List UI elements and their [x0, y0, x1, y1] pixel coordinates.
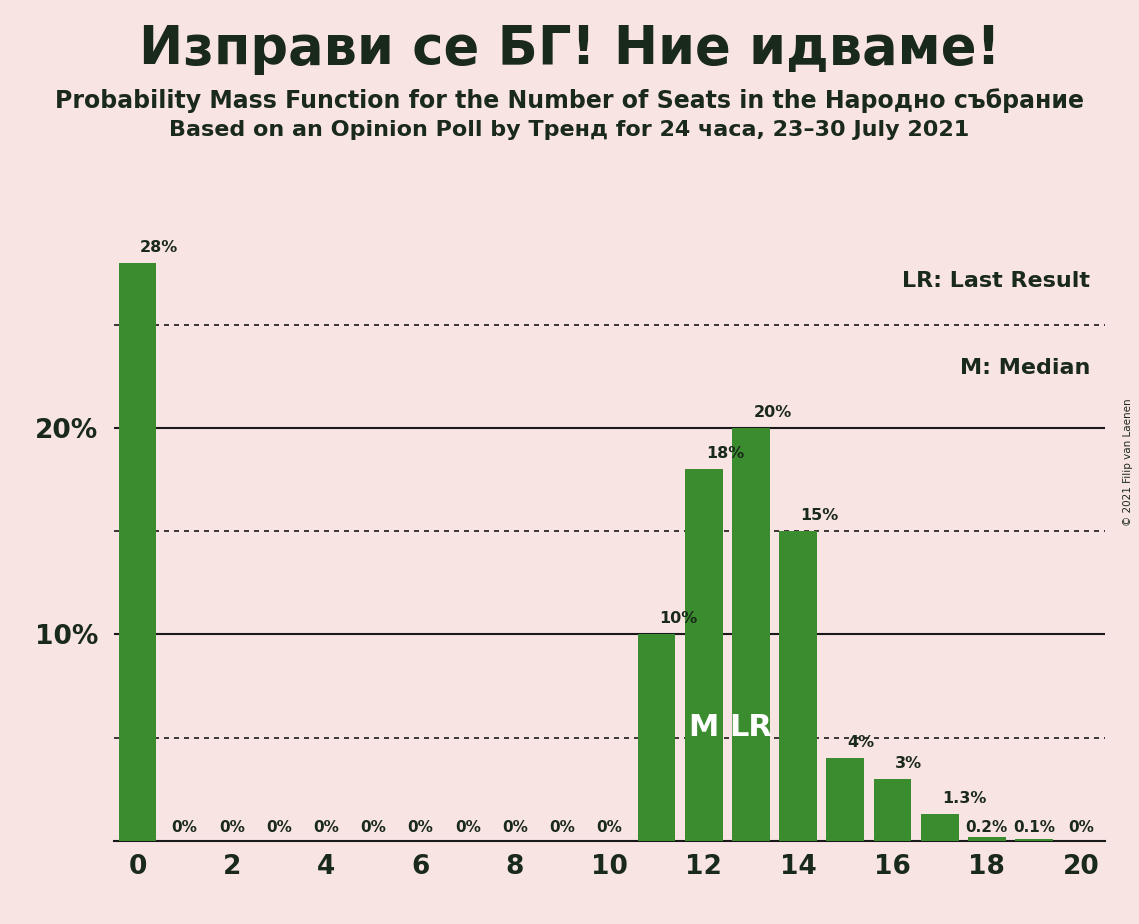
Text: 28%: 28%	[140, 239, 178, 255]
Text: LR: Last Result: LR: Last Result	[902, 272, 1090, 291]
Text: M: M	[689, 712, 719, 742]
Text: 15%: 15%	[801, 508, 838, 523]
Text: 0%: 0%	[267, 820, 292, 834]
Text: 0.2%: 0.2%	[966, 820, 1008, 834]
Text: 0%: 0%	[219, 820, 245, 834]
Text: LR: LR	[729, 712, 772, 742]
Bar	[827, 759, 865, 841]
Text: M: Median: M: Median	[959, 358, 1090, 378]
Text: 18%: 18%	[706, 446, 745, 461]
Bar	[638, 635, 675, 841]
Text: 0%: 0%	[1068, 820, 1095, 834]
Bar	[685, 469, 722, 841]
Text: Probability Mass Function for the Number of Seats in the Народно събрание: Probability Mass Function for the Number…	[55, 88, 1084, 113]
Bar	[732, 428, 770, 841]
Text: 20%: 20%	[753, 405, 792, 419]
Text: 0%: 0%	[454, 820, 481, 834]
Bar	[118, 263, 156, 841]
Text: 3%: 3%	[895, 756, 921, 771]
Bar	[1015, 839, 1052, 841]
Bar	[874, 779, 911, 841]
Text: 0.1%: 0.1%	[1013, 820, 1055, 834]
Text: 0%: 0%	[549, 820, 575, 834]
Text: 1.3%: 1.3%	[942, 791, 986, 806]
Text: © 2021 Filip van Laenen: © 2021 Filip van Laenen	[1123, 398, 1133, 526]
Text: 4%: 4%	[847, 735, 875, 750]
Text: 0%: 0%	[360, 820, 386, 834]
Text: 10%: 10%	[658, 611, 697, 626]
Bar	[968, 837, 1006, 841]
Text: Изправи се БГ! Ние идваме!: Изправи се БГ! Ние идваме!	[139, 23, 1000, 75]
Bar	[920, 814, 959, 841]
Text: 0%: 0%	[597, 820, 622, 834]
Text: 0%: 0%	[408, 820, 434, 834]
Text: 0%: 0%	[502, 820, 528, 834]
Text: 0%: 0%	[313, 820, 339, 834]
Text: Based on an Opinion Poll by Тренд for 24 часа, 23–30 July 2021: Based on an Opinion Poll by Тренд for 24…	[170, 120, 969, 140]
Text: 0%: 0%	[172, 820, 198, 834]
Bar	[779, 531, 817, 841]
